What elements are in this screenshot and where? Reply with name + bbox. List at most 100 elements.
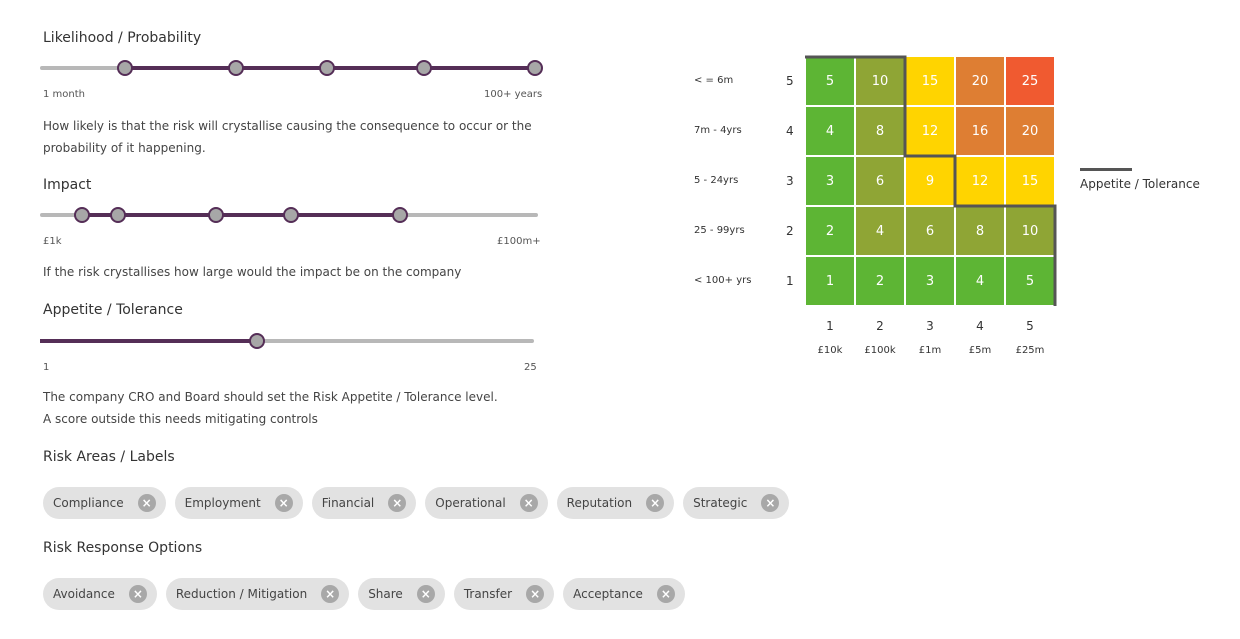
slider-handle-3[interactable] xyxy=(207,207,224,223)
chip-remove-icon[interactable]: × xyxy=(526,585,545,603)
matrix-row-number: 5 xyxy=(786,74,794,88)
appetite-slider[interactable] xyxy=(40,333,534,349)
matrix-column-value: £10k xyxy=(817,345,843,356)
chip-label: Strategic xyxy=(693,496,748,510)
impact-slider[interactable] xyxy=(40,207,538,223)
chip-reduction-mitigation: Reduction / Mitigation × xyxy=(165,578,350,610)
chip-remove-icon[interactable]: × xyxy=(274,494,293,512)
chip-transfer: Transfer × xyxy=(453,578,555,610)
matrix-column-number: 1 xyxy=(826,319,834,333)
matrix-cell: 10 xyxy=(1005,206,1055,256)
chip-remove-icon[interactable]: × xyxy=(137,494,156,512)
impact-min-label: £1k xyxy=(43,236,62,247)
matrix-column-value: £1m xyxy=(918,345,942,356)
slider-handle-2[interactable] xyxy=(228,60,245,76)
slider-handle-4[interactable] xyxy=(416,60,433,76)
matrix-cell: 2 xyxy=(855,256,905,306)
legend-label: Appetite / Tolerance xyxy=(1080,177,1200,191)
matrix-cell: 12 xyxy=(905,106,955,156)
matrix-cell: 2 xyxy=(805,206,855,256)
appetite-handle[interactable] xyxy=(249,333,266,349)
chip-label: Avoidance xyxy=(53,587,115,601)
chip-label: Employment xyxy=(184,496,261,510)
matrix-cell: 20 xyxy=(955,56,1005,106)
chip-share: Share × xyxy=(358,578,445,610)
matrix-cell: 4 xyxy=(855,206,905,256)
appetite-description-line-2: A score outside this needs mitigating co… xyxy=(43,412,318,426)
impact-max-label: £100m+ xyxy=(497,236,541,247)
matrix-cell: 4 xyxy=(805,106,855,156)
slider-handle-1[interactable] xyxy=(116,60,133,76)
matrix-row-label: 25 - 99yrs xyxy=(694,225,745,236)
slider-handle-3[interactable] xyxy=(318,60,335,76)
matrix-row-label: 5 - 24yrs xyxy=(694,175,739,186)
chip-financial: Financial × xyxy=(311,487,417,519)
chip-remove-icon[interactable]: × xyxy=(128,585,147,603)
matrix-cell: 3 xyxy=(905,256,955,306)
appetite-min-label: 1 xyxy=(43,362,50,373)
slider-handle-1[interactable] xyxy=(73,207,90,223)
matrix-cell: 1 xyxy=(805,256,855,306)
chip-avoidance: Avoidance × xyxy=(43,578,157,610)
chip-label: Share xyxy=(368,587,403,601)
matrix-cell: 12 xyxy=(955,156,1005,206)
risk-responses-chip-list: Avoidance × Reduction / Mitigation × Share × T… xyxy=(43,578,685,610)
matrix-row-number: 2 xyxy=(786,224,794,238)
matrix-row-number: 3 xyxy=(786,174,794,188)
risk-areas-chip-list: Compliance × Employment × Financial × Operatio… xyxy=(43,487,790,519)
chip-acceptance: Acceptance × xyxy=(563,578,685,610)
chip-label: Compliance xyxy=(53,496,124,510)
risk-responses-title: Risk Response Options xyxy=(43,540,203,556)
appetite-description-line-1: The company CRO and Board should set the… xyxy=(43,390,498,404)
matrix-column-value: £100k xyxy=(864,345,896,356)
matrix-cell: 15 xyxy=(905,56,955,106)
appetite-title: Appetite / Tolerance xyxy=(43,302,183,318)
matrix-cell: 8 xyxy=(855,106,905,156)
chip-label: Acceptance xyxy=(573,587,643,601)
chip-remove-icon[interactable]: × xyxy=(656,585,675,603)
impact-title: Impact xyxy=(43,177,92,193)
matrix-cell: 15 xyxy=(1005,156,1055,206)
matrix-cell: 9 xyxy=(905,156,955,206)
chip-label: Financial xyxy=(321,496,375,510)
slider-fill xyxy=(81,213,401,217)
appetite-description: The company CRO and Board should set the… xyxy=(43,386,583,430)
likelihood-title: Likelihood / Probability xyxy=(43,30,202,46)
likelihood-slider[interactable] xyxy=(40,60,543,76)
chip-remove-icon[interactable]: × xyxy=(646,494,665,512)
chip-remove-icon[interactable]: × xyxy=(519,494,538,512)
slider-handle-2[interactable] xyxy=(109,207,126,223)
matrix-row-number: 4 xyxy=(786,124,794,138)
matrix-cell: 5 xyxy=(805,56,855,106)
impact-description: If the risk crystallises how large would… xyxy=(43,265,462,279)
chip-remove-icon[interactable]: × xyxy=(761,494,780,512)
likelihood-min-label: 1 month xyxy=(43,89,85,100)
matrix-column-value: £5m xyxy=(968,345,992,356)
legend-line xyxy=(1080,168,1132,171)
matrix-cell: 4 xyxy=(955,256,1005,306)
slider-handle-4[interactable] xyxy=(282,207,299,223)
chip-remove-icon[interactable]: × xyxy=(416,585,435,603)
risk-areas-title: Risk Areas / Labels xyxy=(43,449,175,465)
chip-strategic: Strategic × xyxy=(683,487,790,519)
matrix-cell: 5 xyxy=(1005,256,1055,306)
chip-label: Operational xyxy=(435,496,506,510)
chip-employment: Employment × xyxy=(174,487,303,519)
matrix-column-value: £25m xyxy=(1015,345,1045,356)
matrix-row-label: < = 6m xyxy=(694,75,734,86)
matrix-cell: 3 xyxy=(805,156,855,206)
slider-handle-5[interactable] xyxy=(392,207,409,223)
chip-label: Reputation xyxy=(566,496,633,510)
chip-remove-icon[interactable]: × xyxy=(388,494,407,512)
matrix-cell: 6 xyxy=(855,156,905,206)
matrix-row-label: 7m - 4yrs xyxy=(694,125,742,136)
chip-compliance: Compliance × xyxy=(43,487,166,519)
slider-handle-5[interactable] xyxy=(527,60,543,76)
chip-remove-icon[interactable]: × xyxy=(321,585,340,603)
likelihood-description: How likely is that the risk will crystal… xyxy=(43,119,532,155)
slider-track[interactable] xyxy=(40,339,534,343)
matrix-column-number: 2 xyxy=(876,319,884,333)
matrix-cell: 8 xyxy=(955,206,1005,256)
matrix-cell: 16 xyxy=(955,106,1005,156)
chip-operational: Operational × xyxy=(425,487,548,519)
